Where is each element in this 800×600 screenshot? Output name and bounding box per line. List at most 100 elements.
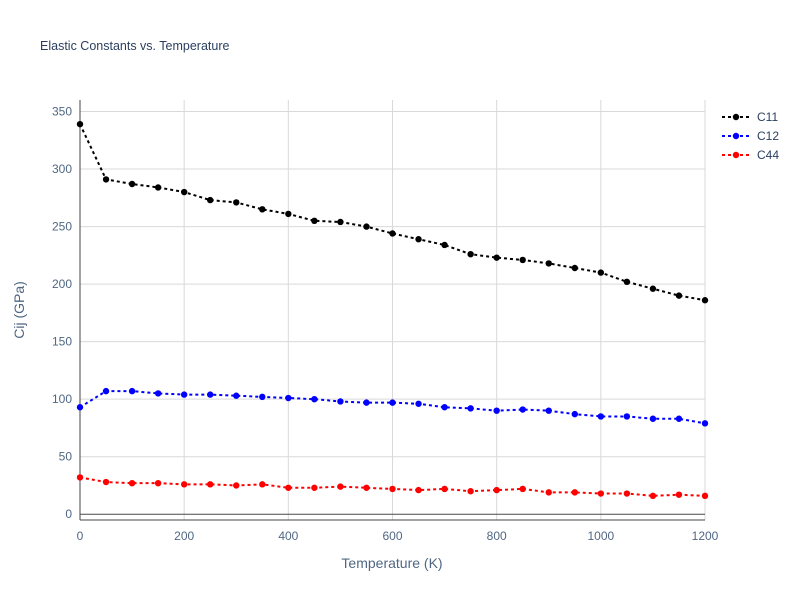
data-point-c11[interactable] — [337, 218, 344, 226]
x-tick-label: 1200 — [692, 529, 719, 543]
data-point-c11[interactable] — [363, 223, 370, 230]
legend[interactable]: C11 C12 C44 — [722, 110, 779, 162]
data-point-c12[interactable] — [623, 413, 631, 420]
data-point-c44[interactable] — [128, 479, 136, 487]
data-point-c11[interactable] — [415, 236, 422, 243]
data-point-c12[interactable] — [701, 420, 709, 427]
data-point-c44[interactable] — [102, 478, 110, 486]
data-point-c44[interactable] — [363, 484, 370, 491]
data-point-c44[interactable] — [571, 489, 578, 496]
y-tick-label: 350 — [52, 105, 72, 119]
data-point-c44[interactable] — [259, 481, 266, 488]
data-point-c12[interactable] — [649, 415, 657, 422]
data-point-c11[interactable] — [519, 256, 526, 264]
data-point-c12[interactable] — [493, 407, 500, 414]
data-point-c11[interactable] — [102, 176, 110, 183]
data-point-c44[interactable] — [311, 484, 318, 491]
legend-item-c11[interactable]: C11 — [722, 110, 778, 124]
data-point-c11[interactable] — [180, 188, 188, 196]
data-point-c44[interactable] — [519, 485, 526, 493]
data-point-c12[interactable] — [441, 404, 448, 411]
data-point-c11[interactable] — [76, 120, 84, 128]
y-tick-label: 50 — [59, 450, 73, 464]
grid-layer — [80, 100, 706, 520]
data-point-c12[interactable] — [259, 393, 266, 401]
data-point-c11[interactable] — [649, 285, 657, 292]
data-point-c44[interactable] — [180, 481, 188, 488]
y-tick-label: 200 — [52, 277, 72, 291]
x-tick-label: 0 — [77, 529, 84, 543]
x-tick-label: 400 — [278, 529, 298, 543]
data-point-c44[interactable] — [233, 482, 240, 489]
data-point-c11[interactable] — [623, 278, 631, 286]
legend-marker — [732, 151, 740, 159]
data-point-c44[interactable] — [441, 485, 448, 493]
data-point-c11[interactable] — [545, 260, 552, 267]
data-point-c44[interactable] — [415, 486, 422, 494]
y-axis-label: Cij (GPa) — [11, 281, 27, 339]
data-point-c11[interactable] — [701, 297, 709, 304]
data-point-c44[interactable] — [337, 483, 344, 490]
data-point-c12[interactable] — [337, 398, 344, 405]
data-point-c12[interactable] — [154, 390, 162, 397]
data-point-c11[interactable] — [207, 196, 214, 204]
data-point-c12[interactable] — [571, 410, 578, 418]
data-point-c12[interactable] — [311, 395, 318, 403]
data-point-c11[interactable] — [597, 269, 605, 276]
legend-marker — [732, 113, 740, 121]
data-point-c44[interactable] — [467, 488, 474, 495]
data-point-c12[interactable] — [415, 400, 422, 407]
data-point-c11[interactable] — [441, 241, 448, 249]
data-point-c44[interactable] — [76, 474, 84, 481]
data-point-c11[interactable] — [285, 210, 292, 218]
data-point-c12[interactable] — [207, 391, 214, 398]
data-point-c11[interactable] — [311, 217, 318, 225]
data-point-c11[interactable] — [571, 264, 578, 272]
data-point-c44[interactable] — [207, 481, 214, 488]
data-point-c12[interactable] — [597, 413, 605, 420]
data-point-c11[interactable] — [493, 254, 500, 261]
legend-label: C44 — [757, 148, 779, 162]
y-tick-label: 300 — [52, 162, 72, 176]
data-point-c12[interactable] — [675, 415, 683, 422]
data-point-c44[interactable] — [154, 479, 162, 487]
data-point-c12[interactable] — [102, 387, 110, 395]
data-point-c11[interactable] — [233, 199, 240, 206]
data-point-c11[interactable] — [675, 292, 683, 299]
data-point-c44[interactable] — [597, 490, 605, 497]
data-point-c12[interactable] — [363, 399, 370, 406]
y-tick-label: 100 — [52, 392, 72, 406]
data-point-c44[interactable] — [493, 486, 500, 494]
data-point-c12[interactable] — [519, 406, 526, 413]
data-point-c12[interactable] — [467, 405, 474, 412]
data-point-c44[interactable] — [389, 485, 396, 493]
data-point-c12[interactable] — [233, 392, 240, 399]
data-point-c12[interactable] — [180, 391, 188, 398]
legend-item-c44[interactable]: C44 — [722, 148, 779, 162]
data-point-c11[interactable] — [389, 230, 396, 237]
data-point-c44[interactable] — [623, 490, 631, 497]
data-point-c44[interactable] — [545, 489, 552, 496]
data-point-c11[interactable] — [128, 180, 136, 188]
data-point-c44[interactable] — [649, 492, 657, 500]
chart-title: Elastic Constants vs. Temperature — [40, 39, 229, 53]
data-point-c12[interactable] — [128, 387, 136, 395]
data-point-c44[interactable] — [675, 491, 683, 498]
y-tick-label: 150 — [52, 335, 72, 349]
data-point-c44[interactable] — [285, 484, 292, 491]
series-layer — [76, 120, 709, 500]
data-point-c12[interactable] — [76, 404, 84, 411]
data-point-c12[interactable] — [285, 394, 292, 402]
data-point-c12[interactable] — [545, 407, 552, 414]
x-tick-label: 600 — [382, 529, 402, 543]
data-point-c44[interactable] — [701, 492, 709, 500]
legend-item-c12[interactable]: C12 — [722, 129, 779, 143]
legend-marker — [732, 132, 740, 140]
data-point-c12[interactable] — [389, 399, 396, 406]
data-point-c11[interactable] — [154, 184, 162, 191]
x-axis-label: Temperature (K) — [341, 555, 442, 571]
data-point-c11[interactable] — [259, 206, 266, 213]
data-point-c11[interactable] — [467, 250, 474, 258]
legend-label: C11 — [757, 110, 778, 124]
